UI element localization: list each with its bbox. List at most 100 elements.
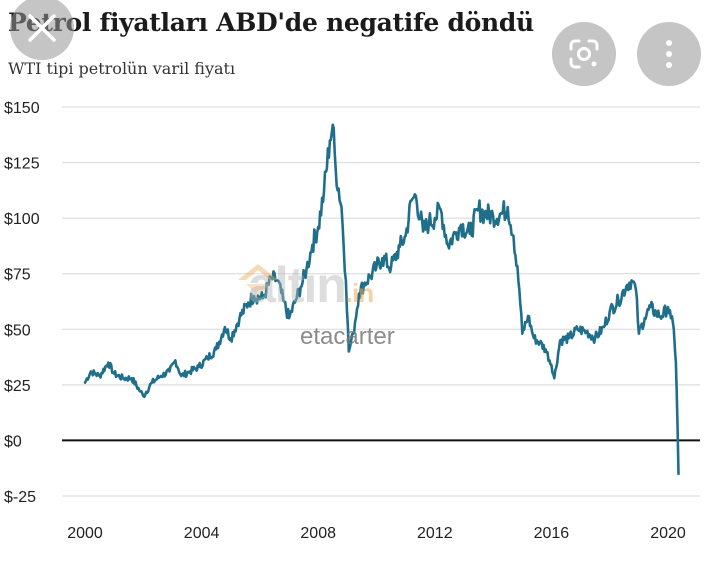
y-tick-label: $75: [4, 267, 31, 284]
data-point: [545, 348, 547, 350]
close-button[interactable]: [10, 0, 74, 60]
watermark-brand-tld: .in: [345, 278, 374, 308]
data-point: [294, 302, 296, 304]
y-tick-label: $125: [4, 156, 40, 173]
data-point: [518, 288, 520, 290]
data-point: [341, 206, 343, 208]
data-point: [348, 351, 350, 353]
more-options-button[interactable]: [637, 22, 701, 86]
google-lens-icon: [569, 39, 599, 69]
data-point: [198, 366, 200, 368]
watermark-brand: altın.in: [248, 256, 374, 314]
data-point: [533, 337, 535, 339]
data-point: [300, 286, 302, 288]
data-point: [650, 306, 652, 308]
data-point: [434, 217, 436, 219]
data-point: [107, 362, 109, 364]
data-point: [215, 348, 217, 350]
data-point: [617, 299, 619, 301]
data-point: [352, 333, 354, 335]
data-point: [594, 337, 596, 339]
data-point: [483, 213, 485, 215]
data-point: [626, 284, 628, 286]
data-point: [376, 266, 377, 268]
chart-subtitle: WTI tipi petrolün varil fiyatı: [8, 59, 236, 78]
data-point: [568, 337, 570, 339]
data-point: [370, 275, 372, 277]
data-point: [329, 139, 331, 141]
x-tick-label: 2000: [67, 525, 103, 542]
data-point: [609, 311, 611, 313]
data-point: [673, 328, 675, 330]
data-point: [253, 295, 255, 297]
data-point: [323, 190, 325, 192]
data-point: [142, 395, 144, 397]
data-point: [478, 208, 480, 210]
data-point: [667, 306, 669, 308]
y-tick-label: $-25: [4, 489, 36, 506]
data-point: [670, 317, 672, 319]
data-point: [113, 373, 115, 375]
data-point: [603, 326, 605, 328]
x-tick-label: 2020: [650, 525, 686, 542]
data-point: [169, 371, 171, 373]
data-point: [151, 382, 153, 384]
data-point: [381, 257, 383, 259]
data-point: [447, 244, 449, 246]
y-tick-label: $50: [4, 322, 31, 339]
data-point: [410, 199, 412, 201]
data-point: [501, 213, 503, 215]
x-tick-label: 2016: [534, 525, 570, 542]
data-point: [492, 215, 494, 217]
data-point: [454, 233, 456, 235]
grid-layer: [62, 106, 700, 497]
altin-logo-icon: [238, 264, 278, 296]
series-layer: [83, 123, 680, 476]
data-point: [345, 279, 347, 281]
x-tick-label: 2008: [300, 525, 336, 542]
y-tick-label: $150: [4, 100, 40, 117]
close-icon: [28, 14, 56, 42]
data-point: [677, 473, 679, 475]
data-point: [585, 331, 587, 333]
data-point: [440, 208, 442, 210]
data-point: [131, 377, 133, 379]
data-point: [230, 337, 232, 339]
data-point: [282, 299, 284, 301]
data-point: [247, 302, 249, 304]
data-point: [415, 195, 417, 197]
data-point: [358, 293, 360, 295]
data-point: [631, 279, 633, 281]
data-point: [550, 364, 552, 366]
data-point: [638, 333, 640, 335]
data-point: [189, 371, 191, 373]
google-lens-button[interactable]: [552, 22, 616, 86]
data-point: [405, 235, 407, 237]
data-point: [306, 268, 308, 270]
data-point: [335, 168, 337, 170]
data-point: [469, 233, 471, 235]
data-point: [90, 371, 92, 373]
data-point: [644, 317, 646, 319]
series-line: [83, 123, 680, 476]
more-vertical-icon: [666, 40, 672, 68]
data-point: [271, 277, 273, 279]
data-point: [539, 342, 541, 344]
data-point: [122, 377, 124, 379]
data-point: [311, 244, 313, 246]
data-point: [139, 391, 141, 393]
data-point: [238, 317, 240, 319]
watermark-brand-name: altın: [248, 257, 347, 313]
x-tick-label: 2004: [184, 525, 220, 542]
data-point: [174, 359, 176, 361]
data-point: [84, 382, 86, 384]
data-point: [262, 297, 264, 299]
data-point: [390, 266, 392, 268]
data-point: [527, 315, 529, 317]
data-point: [399, 246, 401, 248]
data-point: [422, 230, 424, 232]
data-point: [288, 317, 290, 319]
data-point: [317, 226, 319, 228]
data-point: [507, 206, 509, 208]
